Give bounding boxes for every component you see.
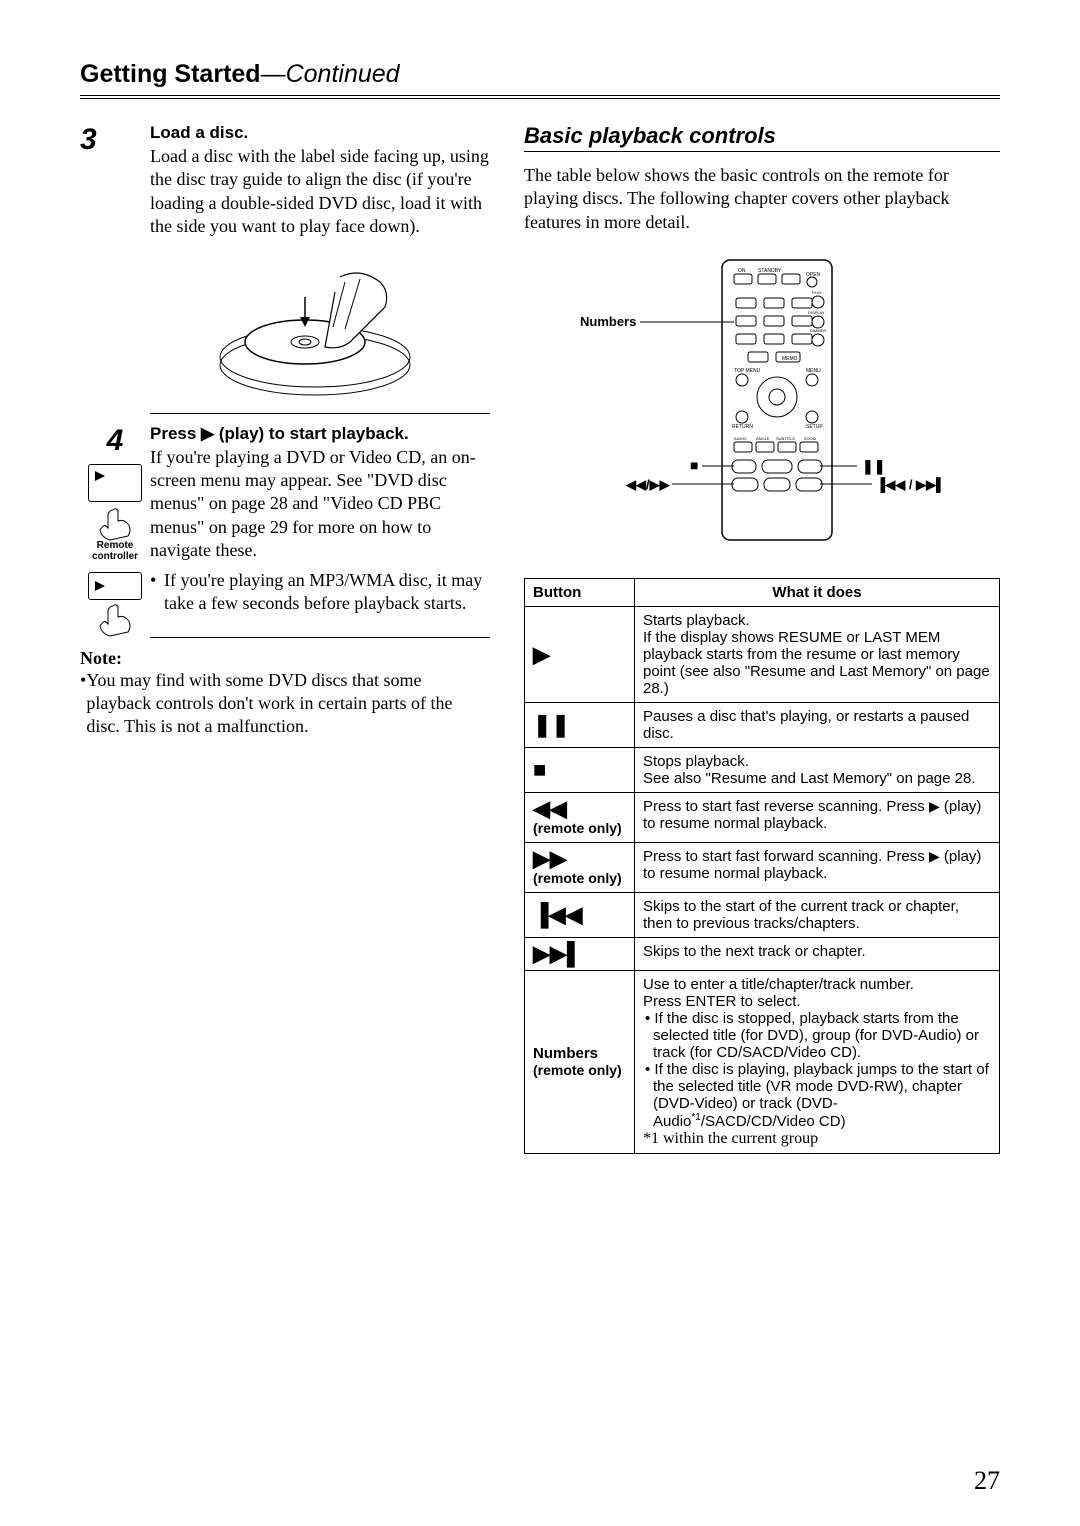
desc-cell: Stops playback.See also "Resume and Last… <box>635 748 1000 793</box>
th-button: Button <box>525 579 635 607</box>
button-cell: ▶ <box>525 607 635 703</box>
svg-text:MEMO: MEMO <box>782 356 798 362</box>
step3-title: Load a disc. <box>150 123 490 143</box>
page-header: Getting Started—Continued <box>80 60 1000 99</box>
label-stop: ■ <box>690 457 698 473</box>
left-column: 3 Load a disc. Load a disc with the labe… <box>80 123 490 1154</box>
note-body: •You may find with some DVD discs that s… <box>80 669 490 739</box>
controls-table: Button What it does ▶Starts playback.If … <box>524 578 1000 1154</box>
svg-text:PLAY: PLAY <box>812 290 822 295</box>
step-4: 4 Remote controller Press ▶ (play) to st… <box>80 424 490 638</box>
table-row: Numbers(remote only)Use to enter a title… <box>525 971 1000 1154</box>
remote-caption: Remote controller <box>80 540 150 562</box>
table-row: ❚❚Pauses a disc that's playing, or resta… <box>525 703 1000 748</box>
label-skip: ▐◀◀ / ▶▶▌ <box>876 477 945 493</box>
svg-text:SUBTITLE: SUBTITLE <box>776 436 795 441</box>
hand-icon <box>95 602 135 638</box>
step3-body: Load a disc with the label side facing u… <box>150 145 490 239</box>
table-header-row: Button What it does <box>525 579 1000 607</box>
svg-text:MENU: MENU <box>806 368 821 374</box>
desc-cell: Pauses a disc that's playing, or restart… <box>635 703 1000 748</box>
button-cell: ▐◀◀ <box>525 893 635 938</box>
svg-text:AUDIO: AUDIO <box>734 436 747 441</box>
section-intro: The table below shows the basic controls… <box>524 164 1000 234</box>
button-cell: ◀◀(remote only) <box>525 793 635 843</box>
table-row: ▶Starts playback.If the display shows RE… <box>525 607 1000 703</box>
step4-bullet: •If you're playing an MP3/WMA disc, it m… <box>150 569 490 616</box>
button-cell: Numbers(remote only) <box>525 971 635 1154</box>
device-button-icon <box>88 572 142 600</box>
button-cell: ▶▶▌ <box>525 938 635 971</box>
table-row: ▐◀◀Skips to the start of the current tra… <box>525 893 1000 938</box>
svg-text:ON: ON <box>738 268 746 274</box>
button-cell: ▶▶(remote only) <box>525 843 635 893</box>
svg-text:DISPLAY: DISPLAY <box>808 310 825 315</box>
right-column: Basic playback controls The table below … <box>524 123 1000 1154</box>
svg-text:DIMMER: DIMMER <box>810 328 826 333</box>
header-title: Getting Started <box>80 60 261 88</box>
page-number: 27 <box>974 1466 1000 1496</box>
step-3: 3 Load a disc. Load a disc with the labe… <box>80 123 490 414</box>
section-title: Basic playback controls <box>524 123 1000 152</box>
desc-cell: Skips to the next track or chapter. <box>635 938 1000 971</box>
label-scan: ◀◀/▶▶ <box>625 477 671 492</box>
desc-cell: Press to start fast reverse scanning. Pr… <box>635 793 1000 843</box>
table-row: ▶▶(remote only)Press to start fast forwa… <box>525 843 1000 893</box>
note-title: Note: <box>80 648 490 669</box>
button-cell: ❚❚ <box>525 703 635 748</box>
desc-cell: Use to enter a title/chapter/track numbe… <box>635 971 1000 1154</box>
step-number: 4 <box>80 424 150 458</box>
play-icon: ▶ <box>201 424 214 443</box>
step4-title: Press ▶ (play) to start playback. <box>150 424 490 444</box>
step4-body: If you're playing a DVD or Video CD, an … <box>150 446 490 563</box>
remote-button-icon <box>88 464 142 502</box>
step-number: 3 <box>80 123 150 157</box>
label-numbers: Numbers <box>580 314 636 329</box>
table-row: ◀◀(remote only)Press to start fast rever… <box>525 793 1000 843</box>
table-row: ■Stops playback.See also "Resume and Las… <box>525 748 1000 793</box>
hand-icon <box>95 506 135 542</box>
svg-text:STANDBY: STANDBY <box>758 268 782 274</box>
header-subtitle: —Continued <box>261 60 400 88</box>
desc-cell: Skips to the start of the current track … <box>635 893 1000 938</box>
svg-text:SETUP: SETUP <box>806 424 823 430</box>
svg-text:ANGLE: ANGLE <box>756 436 770 441</box>
svg-text:RETURN: RETURN <box>732 424 753 430</box>
disc-illustration <box>150 247 490 397</box>
remote-diagram: ON STANDBY OPEN PLAY DISPLAY <box>524 252 1000 552</box>
svg-text:ZOOM: ZOOM <box>804 436 816 441</box>
table-row: ▶▶▌Skips to the next track or chapter. <box>525 938 1000 971</box>
svg-text:TOP MENU: TOP MENU <box>734 368 761 374</box>
desc-cell: Starts playback.If the display shows RES… <box>635 607 1000 703</box>
label-pause: ❚❚ <box>862 458 885 475</box>
th-what: What it does <box>635 579 1000 607</box>
button-cell: ■ <box>525 748 635 793</box>
desc-cell: Press to start fast forward scanning. Pr… <box>635 843 1000 893</box>
